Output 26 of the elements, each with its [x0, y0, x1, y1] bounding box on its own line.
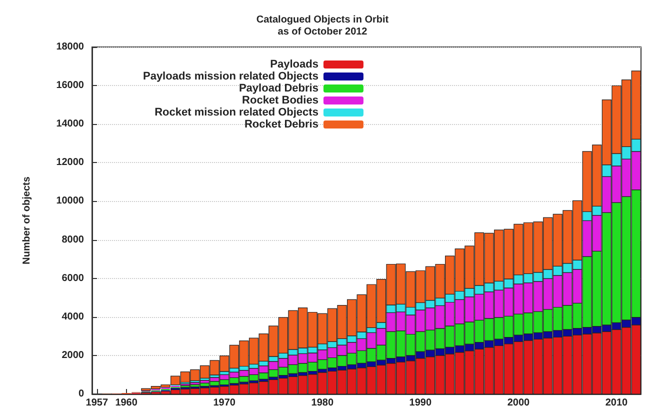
y-tick-label: 12000 — [56, 157, 84, 168]
y-tick-label: 14000 — [56, 118, 84, 130]
chart-subtitle: as of October 2012 — [278, 26, 368, 38]
x-tick-label: 2000 — [507, 398, 530, 408]
y-tick-label: 2000 — [62, 350, 84, 361]
y-tick-label: 16000 — [56, 80, 84, 92]
y-tick-label: 0 — [78, 388, 84, 400]
y-tick-label: 8000 — [62, 234, 84, 246]
y-tick-label: 6000 — [62, 272, 84, 284]
x-tick-label: 2010 — [605, 398, 628, 408]
y-tick-label: 10000 — [56, 196, 84, 207]
legend-label: Rocket mission related Objects — [154, 106, 318, 118]
x-tick-label: 1970 — [213, 398, 236, 408]
legend-label: Payloads mission related Objects — [142, 70, 318, 82]
x-tick-label: 1957 — [86, 398, 108, 408]
y-tick-label: 18000 — [56, 42, 84, 52]
chart-title: Catalogued Objects in Orbit — [256, 14, 390, 26]
legend-label: Payloads — [270, 58, 318, 70]
y-tick-label: 4000 — [62, 311, 84, 322]
x-tick-label: 1980 — [311, 398, 334, 408]
x-tick-label: 1990 — [409, 398, 432, 408]
legend-label: Payload Debris — [238, 82, 318, 94]
legend-label: Rocket Bodies — [242, 94, 318, 106]
legend-label: Rocket Debris — [244, 118, 318, 130]
x-tick-label: 1960 — [115, 398, 138, 408]
y-axis-title: Number of objects — [22, 176, 32, 264]
